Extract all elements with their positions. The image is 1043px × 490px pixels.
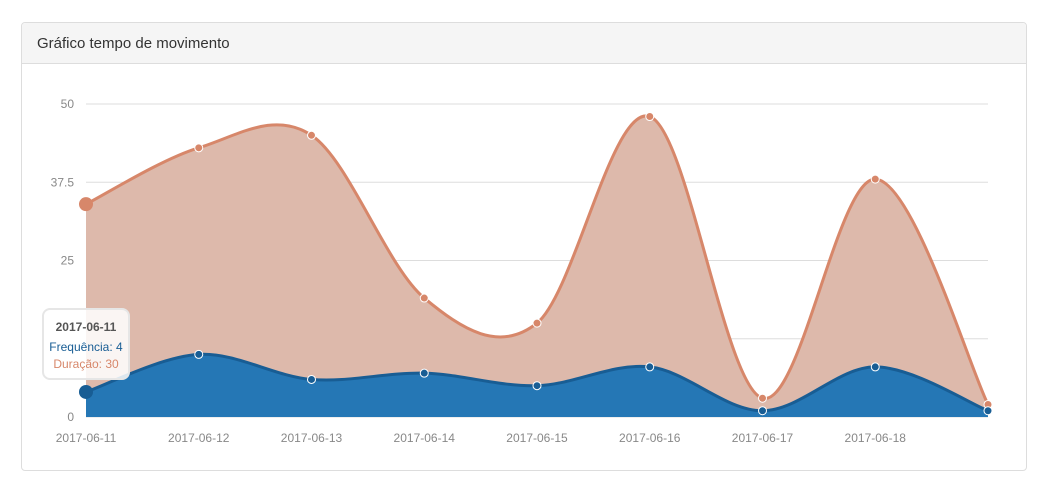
frequencia-point[interactable] xyxy=(983,406,993,416)
duracao-point[interactable] xyxy=(645,112,655,122)
duracao-point[interactable] xyxy=(532,318,542,328)
series-areas xyxy=(85,114,990,418)
frequencia-point[interactable] xyxy=(532,381,542,391)
chart-tooltip: 2017-06-11 Frequência: 4 Duração: 30 xyxy=(42,308,130,380)
x-tick-label: 2017-06-12 xyxy=(168,431,230,445)
duracao-point[interactable] xyxy=(419,293,429,303)
y-tick-label: 25 xyxy=(61,254,75,268)
y-axis: 0 25 37.5 50 xyxy=(51,97,75,424)
x-tick-label: 2017-06-14 xyxy=(394,431,456,445)
panel-title: Gráfico tempo de movimento xyxy=(22,23,1026,64)
frequencia-point[interactable] xyxy=(645,362,655,372)
x-tick-label: 2017-06-11 xyxy=(56,431,117,445)
duracao-point[interactable] xyxy=(758,393,767,403)
y-tick-label: 50 xyxy=(61,97,75,111)
x-tick-label: 2017-06-15 xyxy=(506,431,568,445)
tooltip-date: 2017-06-11 xyxy=(55,320,117,334)
tooltip-frequencia: Frequência: 4 xyxy=(49,340,123,354)
series-points xyxy=(79,112,993,416)
frequencia-point[interactable] xyxy=(758,406,767,416)
duracao-line xyxy=(85,114,990,406)
y-tick-label: 0 xyxy=(67,410,74,424)
duracao-point[interactable] xyxy=(194,143,204,153)
x-tick-label: 2017-06-17 xyxy=(732,431,794,445)
x-tick-label: 2017-06-13 xyxy=(281,431,343,445)
duracao-point[interactable] xyxy=(79,197,93,212)
frequencia-point[interactable] xyxy=(79,384,93,399)
frequencia-point[interactable] xyxy=(307,374,316,384)
duracao-point[interactable] xyxy=(307,130,316,140)
frequencia-point[interactable] xyxy=(419,368,429,378)
tooltip-duracao: Duração: 30 xyxy=(53,357,119,371)
y-tick-label: 37.5 xyxy=(51,175,75,189)
frequencia-point[interactable] xyxy=(870,362,880,372)
duracao-area xyxy=(86,115,988,418)
duracao-point[interactable] xyxy=(870,174,880,184)
frequencia-point[interactable] xyxy=(194,349,204,359)
frequencia-area xyxy=(86,354,988,417)
x-tick-label: 2017-06-16 xyxy=(619,431,681,445)
x-axis: 2017-06-11 2017-06-12 2017-06-13 2017-06-14… xyxy=(56,431,907,445)
x-tick-label: 2017-06-18 xyxy=(845,431,907,445)
frequencia-line xyxy=(85,352,989,413)
